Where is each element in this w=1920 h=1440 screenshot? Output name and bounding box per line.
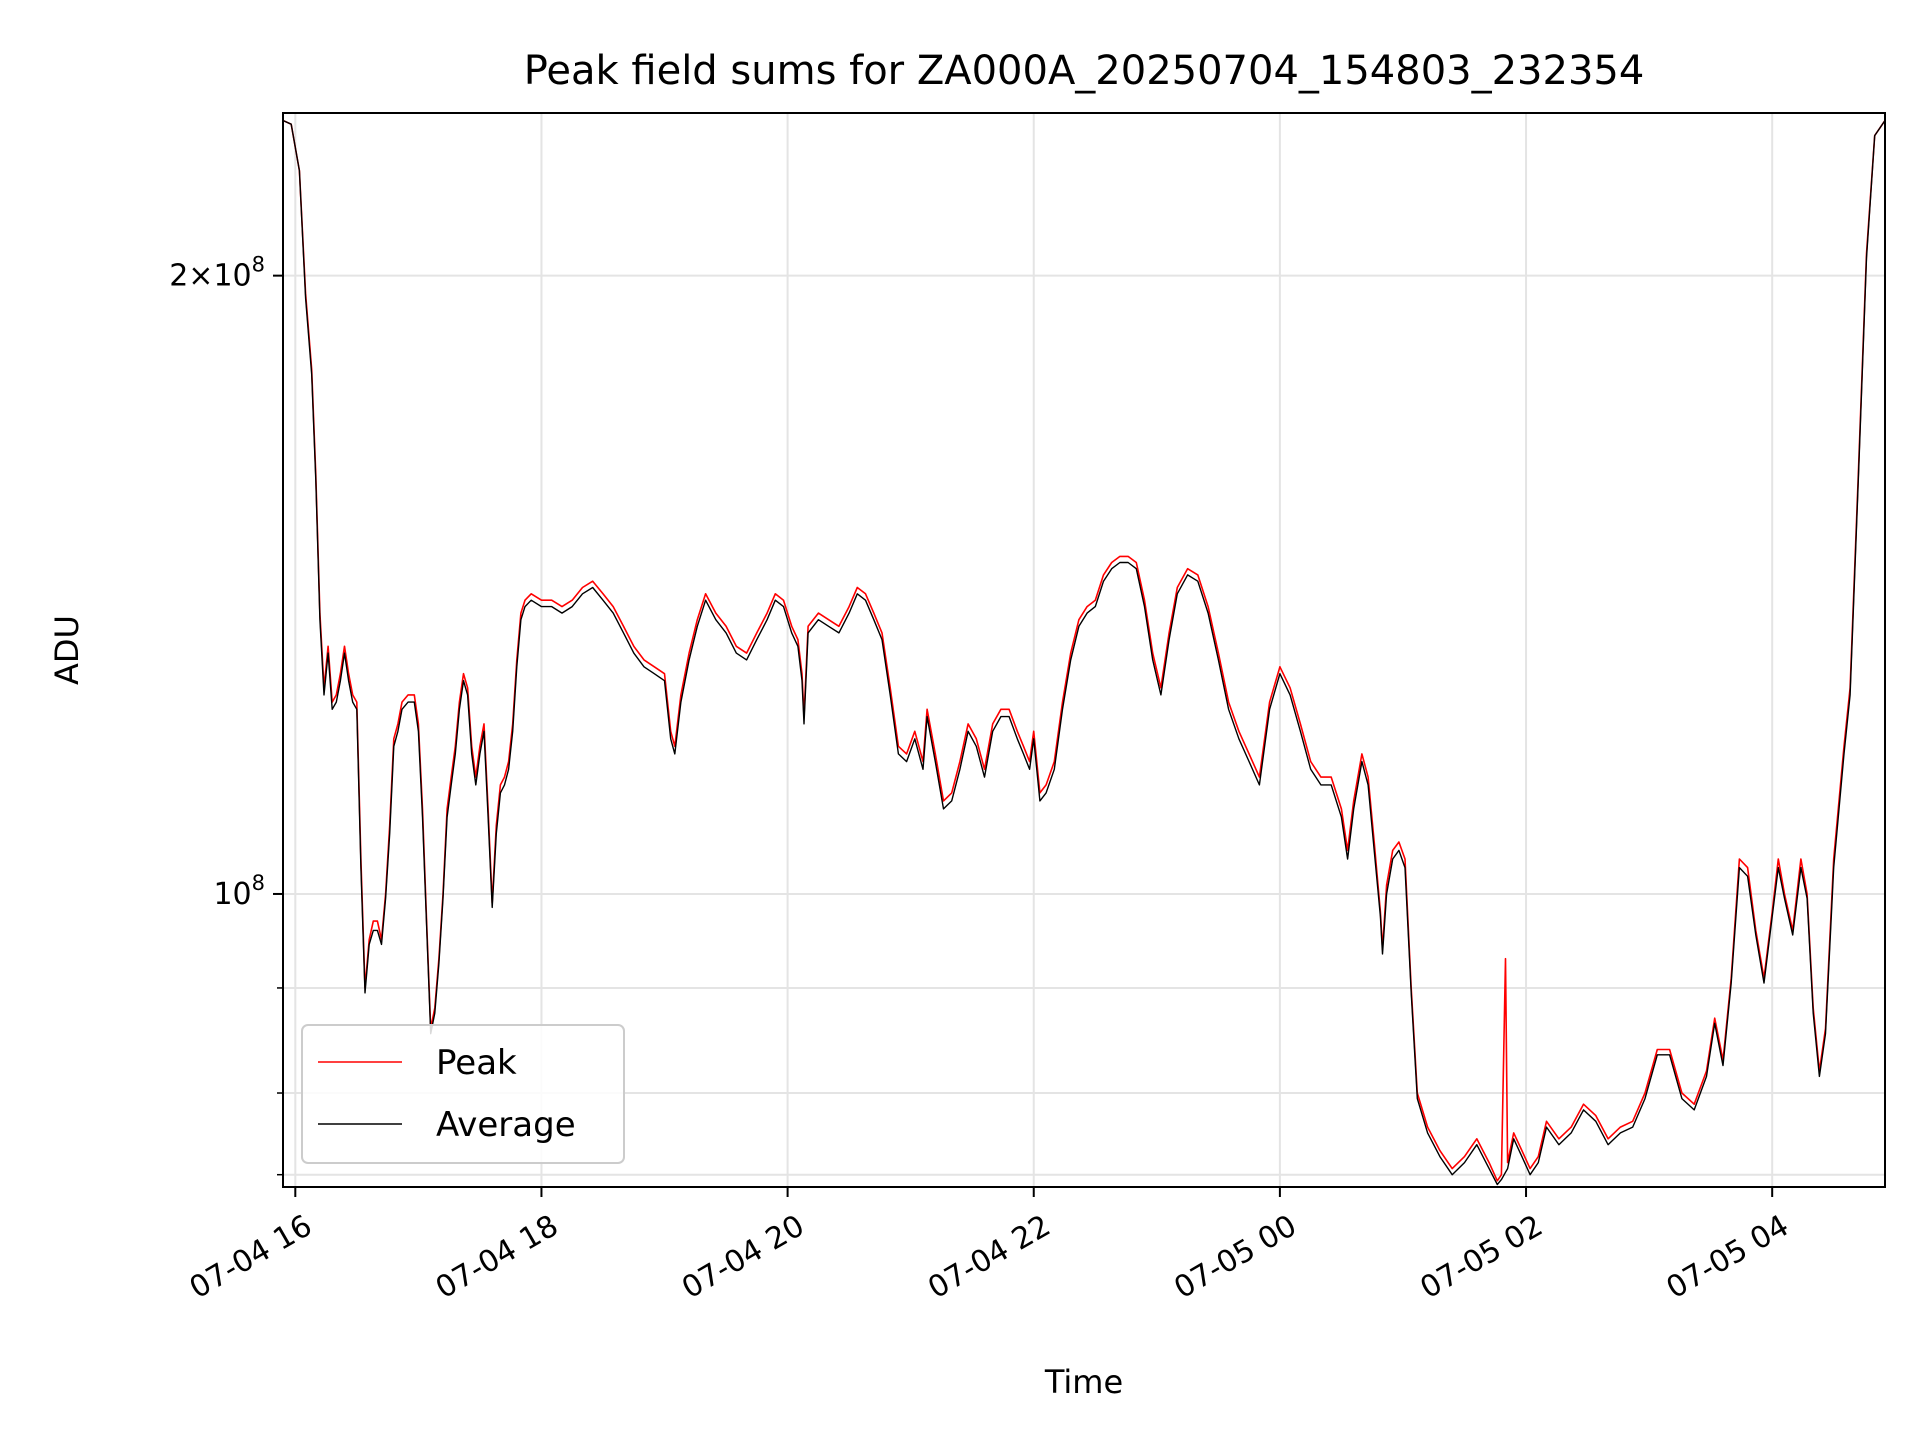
legend-label-average: Average xyxy=(436,1105,576,1145)
series-line-average xyxy=(283,119,1885,1186)
x-axis-title: Time xyxy=(1044,1363,1123,1401)
series-layer xyxy=(283,119,1885,1186)
y-axis: 108 2×108 xyxy=(169,253,283,1176)
plot-area-frame xyxy=(282,112,1886,1188)
legend: Peak Average xyxy=(301,1024,625,1164)
y-axis-title: ADU xyxy=(48,615,86,685)
legend-box xyxy=(301,1024,625,1164)
y-tick-label: 108 xyxy=(213,871,265,912)
chart-title: Peak field sums for ZA000A_20250704_1548… xyxy=(524,48,1645,94)
legend-label-peak: Peak xyxy=(436,1043,517,1083)
y-tick-label: 2×108 xyxy=(169,253,265,294)
